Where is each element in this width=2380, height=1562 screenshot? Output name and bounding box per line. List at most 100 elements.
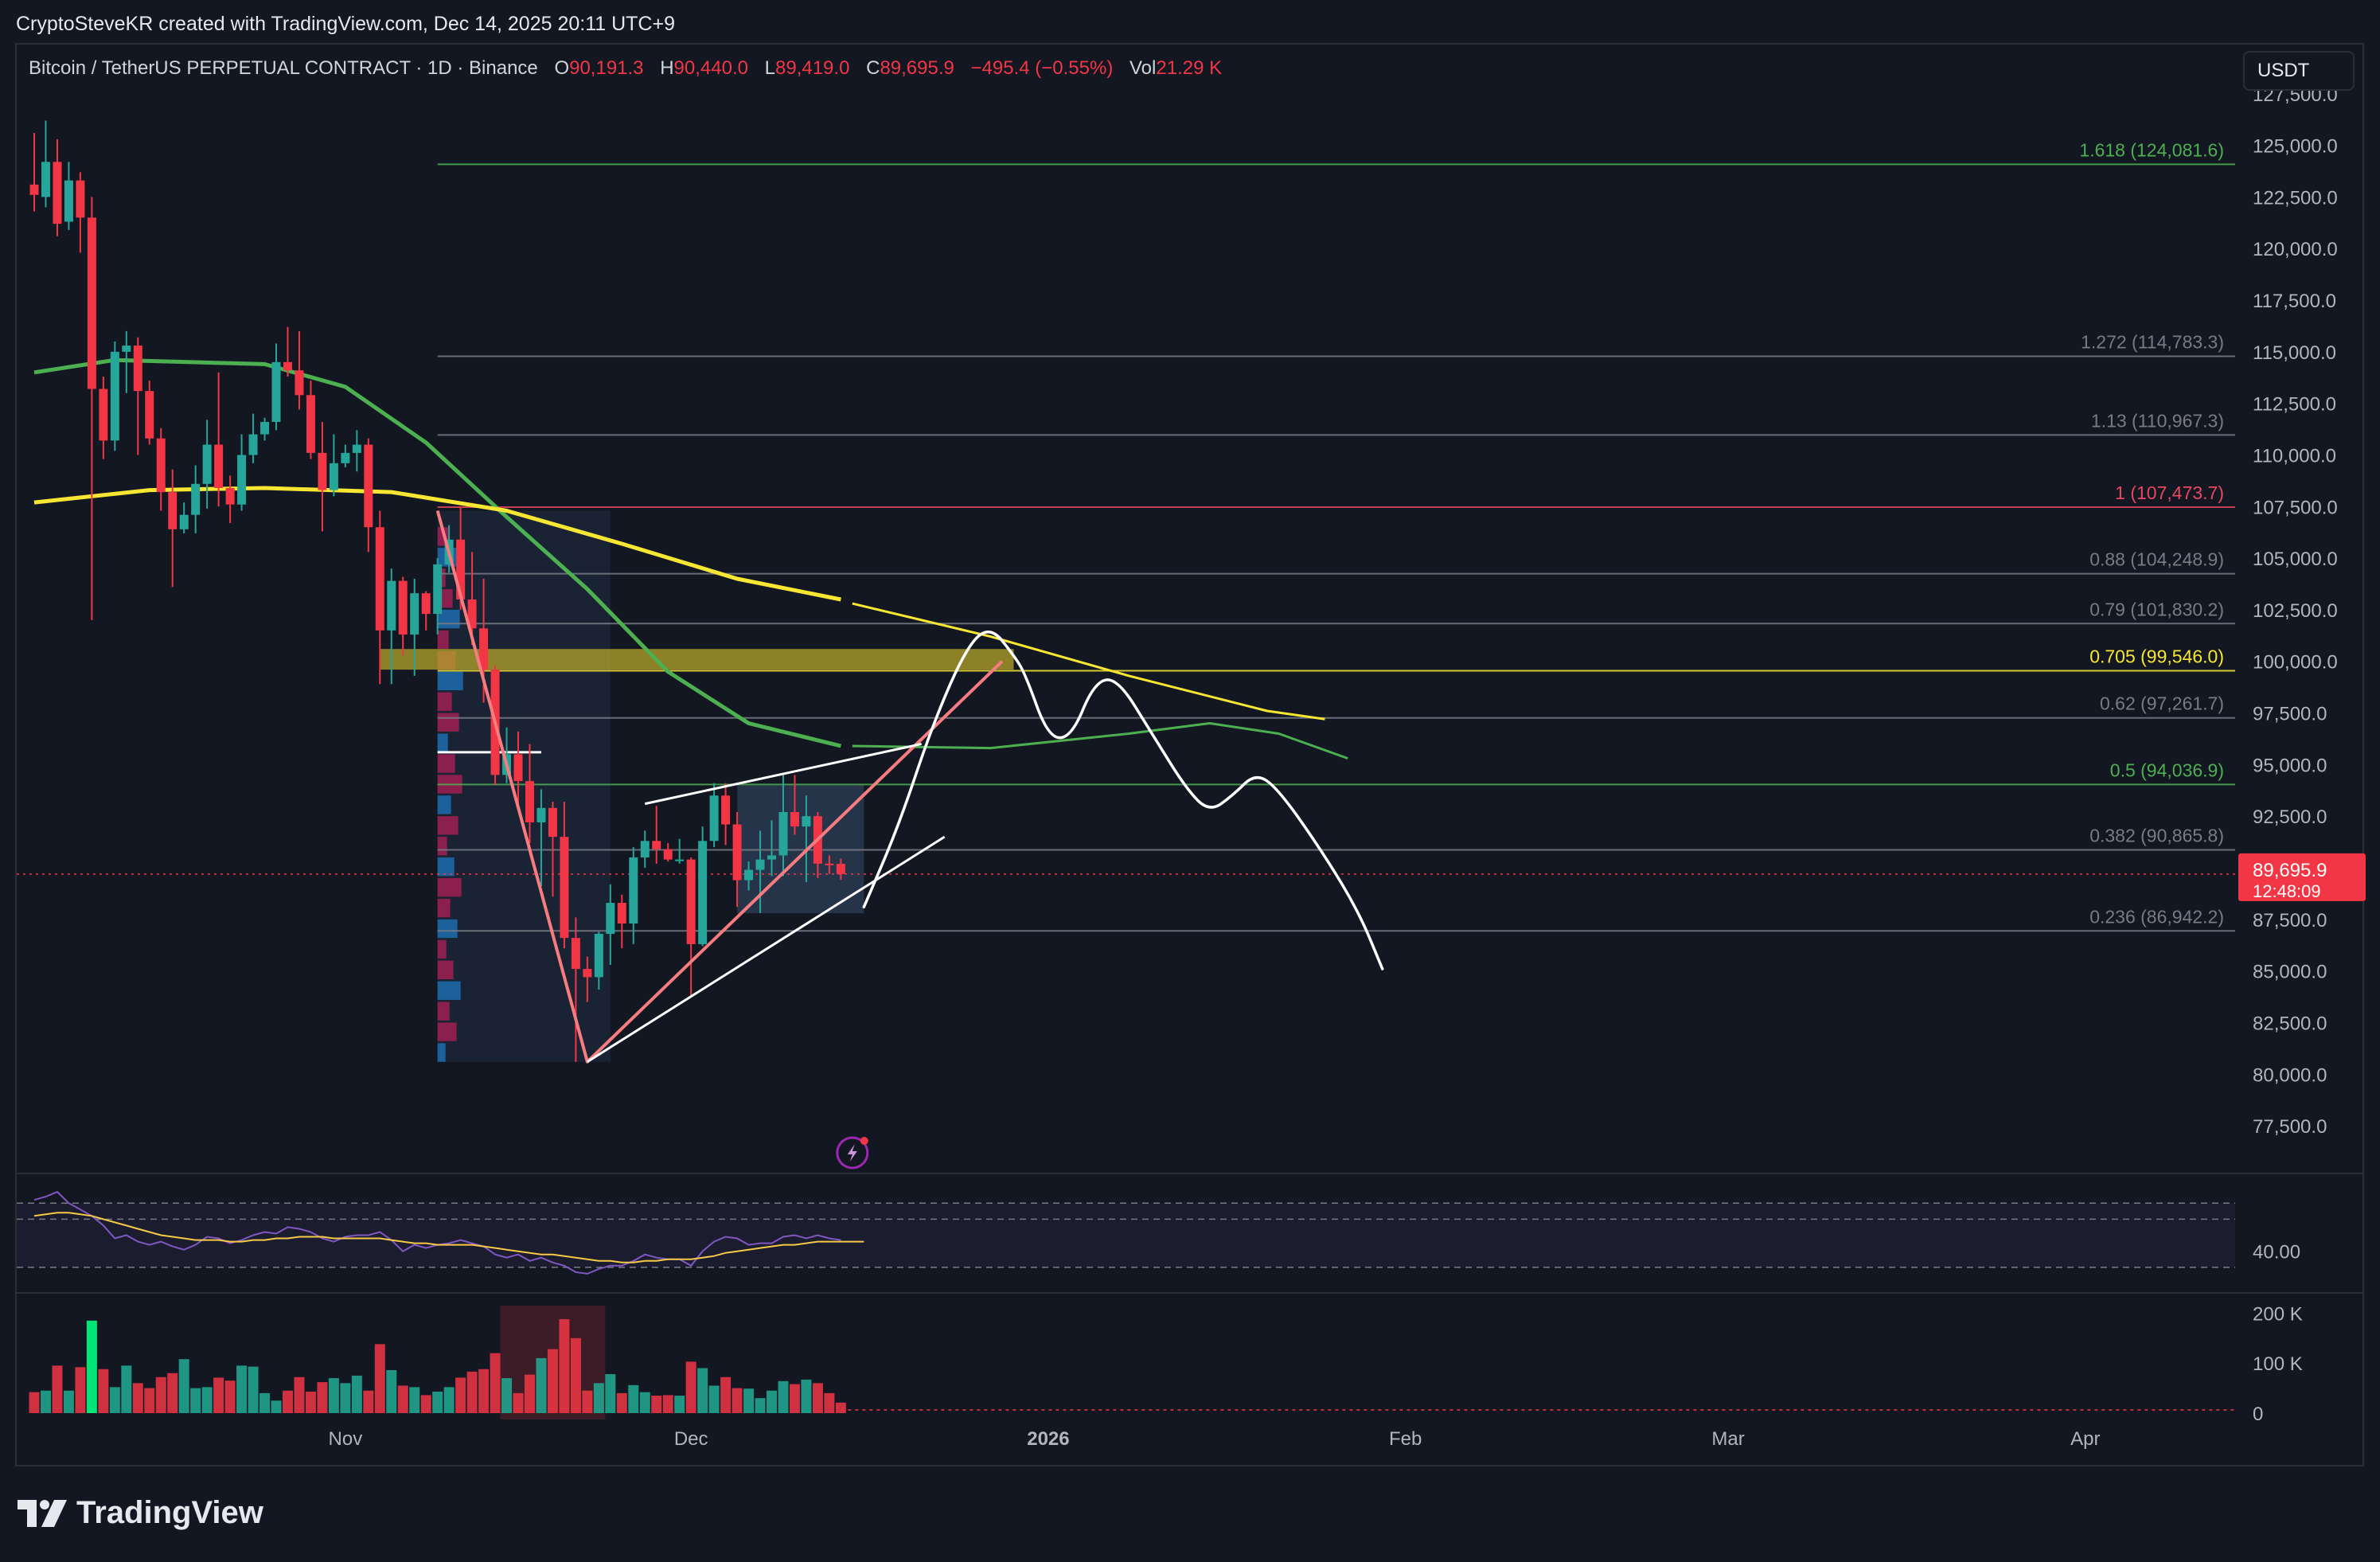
volume-bar xyxy=(29,1392,40,1413)
candle-body xyxy=(168,492,178,529)
candle-body xyxy=(248,434,258,455)
chart-credit: CryptoSteveKR created with TradingView.c… xyxy=(16,13,675,35)
volume-bar xyxy=(443,1387,455,1413)
candle-body xyxy=(825,863,834,865)
high-value: 90,440.0 xyxy=(673,57,748,79)
moving-average-forecast xyxy=(852,602,1325,720)
volume-bar xyxy=(490,1353,501,1413)
candle-body xyxy=(744,869,754,881)
candle-body xyxy=(87,217,96,389)
volume-profile-bar xyxy=(437,960,454,979)
rsi-band xyxy=(17,1203,2235,1267)
candle-body xyxy=(41,162,50,197)
volume-bar xyxy=(432,1392,443,1413)
volume-bar xyxy=(755,1398,766,1413)
volume-bar xyxy=(697,1368,708,1413)
volume-axis-label: 200 K xyxy=(2253,1303,2303,1325)
low-label: L xyxy=(764,57,775,79)
candle-body xyxy=(675,859,685,861)
volume-bar xyxy=(52,1365,63,1413)
candle-body xyxy=(225,487,235,505)
candle-body xyxy=(698,841,708,944)
candle-body xyxy=(525,781,534,822)
volume-profile-bar xyxy=(437,1002,450,1021)
price-axis-label: 115,000.0 xyxy=(2253,342,2336,364)
time-axis-label: 2026 xyxy=(1027,1428,1069,1450)
volume-bar xyxy=(340,1383,351,1413)
volume-bar xyxy=(513,1392,524,1413)
candle-body xyxy=(306,395,315,453)
volume-profile-bar xyxy=(437,857,455,877)
time-axis-label: Mar xyxy=(1711,1428,1744,1450)
open-label: O xyxy=(554,57,570,79)
candle-body xyxy=(375,527,384,631)
candle-body xyxy=(122,346,131,352)
volume-bar xyxy=(651,1396,662,1413)
volume-bar xyxy=(259,1392,271,1413)
candle-body xyxy=(778,812,788,856)
volume-profile-bar xyxy=(437,898,451,918)
volume-bar xyxy=(305,1392,316,1413)
volume-bar xyxy=(98,1369,109,1413)
volume-bar xyxy=(271,1400,282,1413)
candle-body xyxy=(364,444,373,528)
volume-bar xyxy=(282,1390,293,1413)
volume-bar xyxy=(536,1357,547,1413)
volume-bar xyxy=(778,1380,789,1413)
volume-bar xyxy=(674,1396,685,1413)
candle-body xyxy=(271,361,281,422)
price-axis-label: 80,000.0 xyxy=(2253,1064,2327,1086)
candle-body xyxy=(110,351,119,441)
candle-body xyxy=(617,903,626,924)
volume-bar xyxy=(40,1390,51,1413)
rsi-axis-label: 40.00 xyxy=(2253,1242,2300,1263)
volume-profile-bar xyxy=(437,754,455,773)
time-axis-label: Feb xyxy=(1389,1428,1422,1450)
candle-body xyxy=(629,857,638,924)
volume-bar xyxy=(86,1320,97,1413)
price-axis-label: 77,500.0 xyxy=(2253,1116,2327,1138)
volume-bar xyxy=(132,1383,143,1413)
symbol-title[interactable]: Bitcoin / TetherUS PERPETUAL CONTRACT · … xyxy=(29,57,538,79)
fib-level-label: 1.272 (114,783.3) xyxy=(2081,331,2224,352)
volume-bar xyxy=(224,1380,236,1413)
candle-body xyxy=(686,859,696,944)
candle-body xyxy=(410,593,419,635)
currency-button[interactable]: USDT xyxy=(2243,51,2355,91)
volume-profile-bar xyxy=(437,713,459,732)
volume-bar xyxy=(351,1375,362,1413)
volume-bar xyxy=(801,1379,812,1413)
price-axis-label: 112,500.0 xyxy=(2253,394,2336,416)
volume-bar xyxy=(743,1388,755,1413)
lightning-icon xyxy=(836,1136,869,1170)
price-axis-label: 102,500.0 xyxy=(2253,600,2338,622)
candle-body xyxy=(191,483,201,515)
candle-body xyxy=(329,463,338,490)
price-countdown: 12:48:09 xyxy=(2253,881,2321,901)
candle-body xyxy=(64,180,73,222)
candle-body xyxy=(433,564,443,615)
candle-body xyxy=(283,361,292,371)
volume-profile-bar xyxy=(437,733,448,752)
candle-body xyxy=(29,184,39,195)
candle-body xyxy=(836,864,845,874)
candle-body xyxy=(387,580,396,631)
volume-bar xyxy=(109,1387,120,1413)
volume-bar xyxy=(363,1390,374,1413)
volume-bar xyxy=(605,1374,616,1413)
time-axis-label: Dec xyxy=(674,1428,708,1450)
candle-body xyxy=(479,628,489,670)
candle-body xyxy=(594,933,603,978)
volume-profile-bar xyxy=(437,837,447,856)
candle-body xyxy=(755,859,765,870)
volume-bar xyxy=(720,1377,732,1413)
tradingview-logo[interactable]: TradingView xyxy=(18,1495,263,1531)
volume-bars xyxy=(29,1318,846,1413)
candle-body xyxy=(790,812,799,827)
volume-profile-bar xyxy=(437,1043,446,1062)
time-axis-label: Nov xyxy=(329,1428,363,1450)
chart-frame xyxy=(15,43,2364,1466)
volume-bar xyxy=(708,1385,720,1413)
volume-bar xyxy=(374,1344,385,1413)
